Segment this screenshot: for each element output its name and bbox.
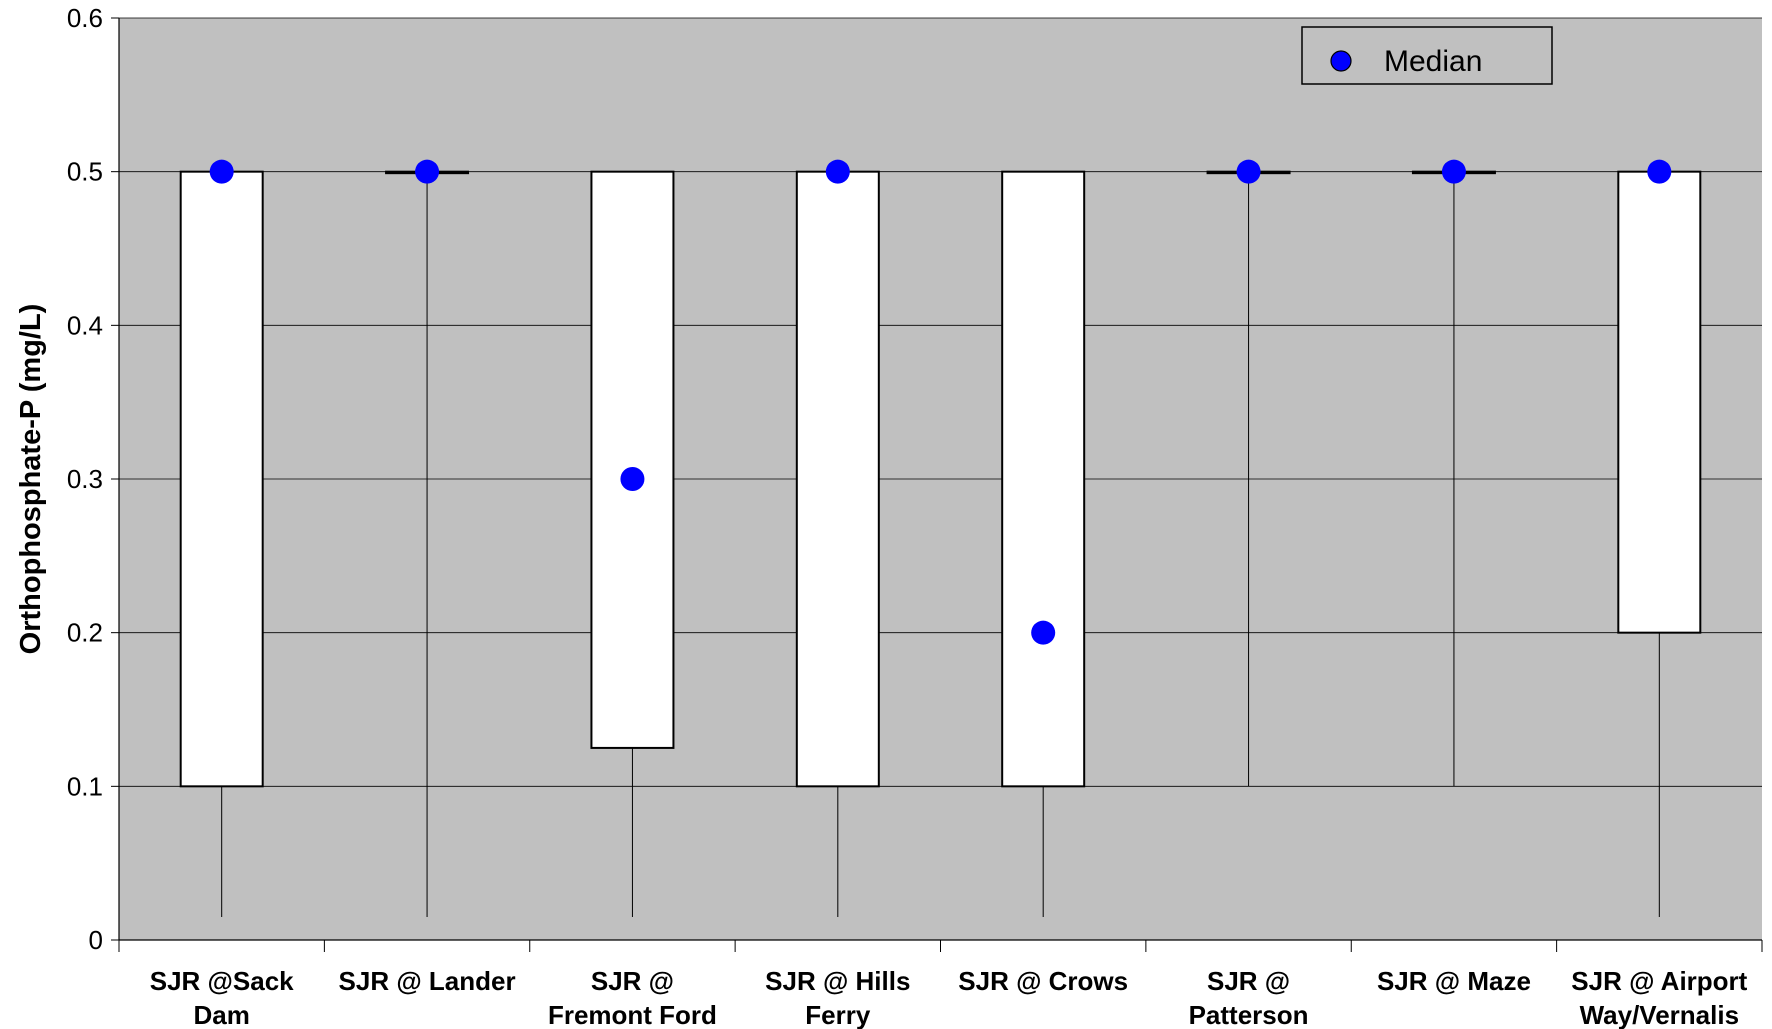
- median-marker: [825, 159, 850, 184]
- axes: [118, 18, 1763, 952]
- box: [1001, 170, 1086, 788]
- x-category-label: SJR @Sack Dam: [150, 966, 294, 1029]
- y-tick-label: 0.2: [67, 618, 103, 648]
- x-category-label-line: Way/Vernalis: [1580, 1000, 1739, 1029]
- x-category-label-line: SJR @ Hills: [765, 966, 910, 996]
- x-category-label-line: Patterson: [1189, 1000, 1309, 1029]
- median-marker: [1647, 159, 1672, 184]
- legend-median-label: Median: [1384, 45, 1482, 78]
- median-marker: [620, 467, 645, 491]
- y-tick-label: 0: [89, 925, 103, 955]
- legend: Median: [1301, 26, 1553, 85]
- y-tick-label: 0.3: [67, 464, 103, 494]
- box: [795, 170, 880, 788]
- legend-median-marker: [1330, 50, 1352, 72]
- x-category-label-line: SJR @ Crows: [958, 966, 1128, 996]
- y-tick-label: 0.4: [67, 310, 103, 340]
- x-category-labels: SJR @Sack Dam SJR @ Lander SJR @ Fremont For…: [150, 966, 1748, 1029]
- median-marker: [1441, 159, 1466, 184]
- box: [179, 170, 264, 788]
- box: [590, 170, 675, 749]
- median-marker: [415, 159, 440, 184]
- y-tick-label: 0.1: [67, 771, 103, 801]
- x-category-label-line: SJR @ Airport: [1571, 966, 1747, 996]
- x-category-label: SJR @ Maze: [1377, 966, 1531, 996]
- x-category-label: SJR @ Crows: [958, 966, 1128, 996]
- boxes: [179, 170, 1702, 788]
- y-axis-label: Orthophosphate-P (mg/L): [15, 304, 47, 655]
- x-category-label-line: SJR @ Lander: [339, 966, 516, 996]
- median-marker: [1236, 159, 1261, 184]
- x-category-label: SJR @ Airport Way/Vernalis: [1571, 966, 1747, 1029]
- x-category-label-line: Fremont Ford: [548, 1000, 717, 1029]
- x-category-label-line: SJR @ Maze: [1377, 966, 1531, 996]
- y-tick-labels: 0 0.1 0.2 0.3 0.4 0.5 0.6: [67, 3, 103, 955]
- x-category-label: SJR @ Hills Ferry: [765, 966, 910, 1029]
- median-marker: [1031, 620, 1056, 645]
- x-category-label-line: SJR @Sack: [150, 966, 294, 996]
- x-category-label-line: SJR @: [1207, 966, 1290, 996]
- median-marker: [209, 159, 234, 184]
- x-category-label-line: Dam: [194, 1000, 250, 1029]
- y-tick-label: 0.5: [67, 157, 103, 187]
- x-category-label-line: Ferry: [805, 1000, 871, 1029]
- box: [1617, 170, 1702, 634]
- x-category-label: SJR @ Patterson: [1189, 966, 1309, 1029]
- median-markers: [209, 159, 1672, 645]
- y-tick-label: 0.6: [67, 3, 103, 33]
- x-category-label: SJR @ Lander: [339, 966, 516, 996]
- x-category-label-line: SJR @: [591, 966, 674, 996]
- x-category-label: SJR @ Fremont Ford: [548, 966, 717, 1029]
